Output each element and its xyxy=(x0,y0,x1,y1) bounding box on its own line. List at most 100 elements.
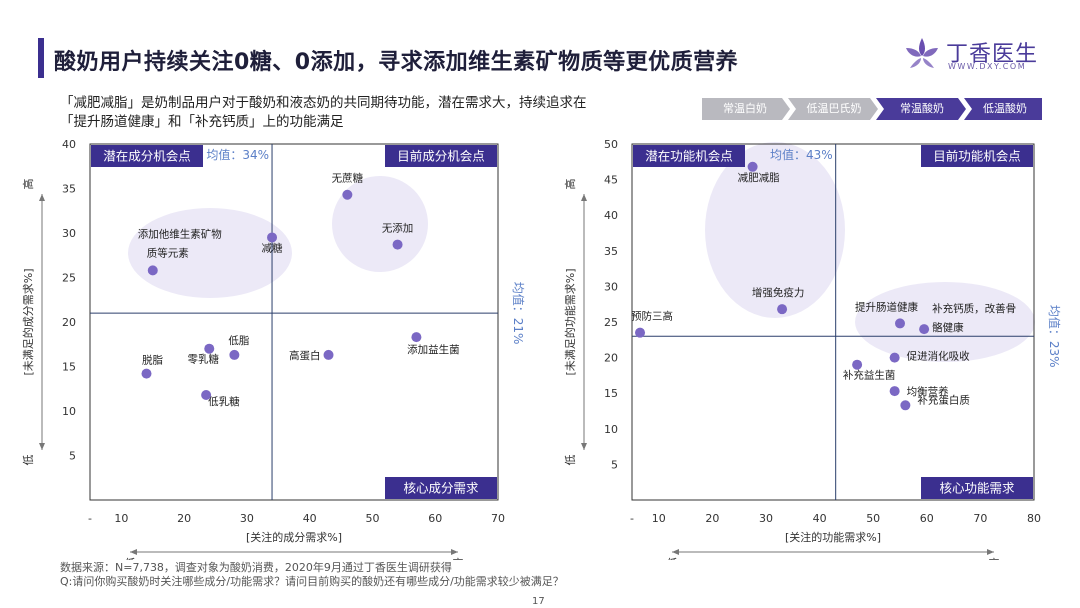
x-axis-low-label: 低 xyxy=(125,557,136,560)
subtitle-line-1: 「减肥减脂」是奶制品用户对于酸奶和液态奶的共同期待功能，潜在需求大，持续追求在 xyxy=(60,95,587,111)
x-tick-label: 50 xyxy=(365,512,379,525)
quadrant-top-left-label: 潜在成分机会点 xyxy=(103,149,191,164)
mean-x-label: 均值：43% xyxy=(770,147,833,162)
step-shape-3 xyxy=(876,98,966,120)
data-point-label: 低脂 xyxy=(228,334,249,347)
y-axis-label: [未满足的功能需求%] xyxy=(563,268,577,375)
data-point xyxy=(147,265,158,276)
highlight-ellipse-1 xyxy=(705,142,845,318)
y-tick-label: 10 xyxy=(604,423,618,436)
data-point xyxy=(229,349,240,360)
data-point-label: 预防三高 xyxy=(631,310,673,323)
y-tick-label: 40 xyxy=(62,138,76,151)
data-point-label: 无添加 xyxy=(382,222,414,235)
y-axis-arrow-down-icon xyxy=(581,443,587,450)
data-point xyxy=(411,332,422,343)
quadrant-top-left-label-box xyxy=(91,145,203,167)
x-axis-label: [关注的功能需求%] xyxy=(785,530,881,544)
x-tick-label: 30 xyxy=(240,512,254,525)
y-tick-label: 15 xyxy=(604,387,618,400)
footnote: 数据来源：N=7,738，调查对象为酸奶消费，2020年9月通过丁香医生调研获得… xyxy=(60,561,564,589)
y-axis-arrow-up-icon xyxy=(39,194,45,201)
x-tick-label: 10 xyxy=(652,512,666,525)
data-point-label: 促进消化吸收 xyxy=(907,350,970,363)
y-axis-low-label: 低 xyxy=(564,455,577,466)
survey-question: Q:请问你购买酸奶时关注哪些成分/功能需求？请问目前购买的酸奶还有哪些成分/功能… xyxy=(60,575,564,588)
y-tick-label: 35 xyxy=(62,183,76,196)
x-axis-high-label: 高 xyxy=(453,556,464,560)
data-point xyxy=(900,400,911,411)
y-tick-label: 40 xyxy=(604,209,618,222)
y-axis-low-label: 低 xyxy=(22,455,35,466)
quadrant-top-right-label: 目前成分机会点 xyxy=(397,149,485,164)
subtitle-line-2: 「提升肠道健康」和「补充钙质」上的功能满足 xyxy=(60,114,344,130)
x-axis-high-label: 高 xyxy=(989,556,1000,560)
quadrant-top-right-label: 目前功能机会点 xyxy=(933,149,1021,164)
x-tick-label: 20 xyxy=(177,512,191,525)
data-point xyxy=(392,239,403,250)
quadrant-bottom-right-label: 核心功能需求 xyxy=(939,481,1015,496)
x-tick-label: 20 xyxy=(705,512,719,525)
highlight-ellipse-1 xyxy=(128,208,292,298)
y-tick-label: 15 xyxy=(62,361,76,374)
brand-logo: 丁香医生 WWW.DXY.COM xyxy=(902,34,1052,74)
y-tick-label: 25 xyxy=(604,316,618,329)
x-tick-label: 80 xyxy=(1027,512,1041,525)
data-point xyxy=(635,327,646,338)
plot-frame xyxy=(631,143,1035,501)
x-axis-arrow-right-icon xyxy=(987,549,994,555)
y-axis-high-label: 高 xyxy=(21,179,35,190)
mean-y-label: 均值：21% xyxy=(511,282,526,345)
y-tick-label: 50 xyxy=(604,138,618,151)
x-axis-arrow-right-icon xyxy=(451,549,458,555)
quadrant-top-left-label: 潜在功能机会点 xyxy=(645,149,733,164)
data-point xyxy=(747,161,758,172)
quadrant-top-left-label-box xyxy=(633,145,745,167)
data-point-label: 添加益生菌 xyxy=(407,343,460,356)
data-point-label: 补充益生菌 xyxy=(843,369,896,382)
y-axis-arrow-up-icon xyxy=(581,194,587,201)
x-axis-arrow-left-icon xyxy=(672,549,679,555)
subtitle: 「减肥减脂」是奶制品用户对于酸奶和液态奶的共同期待功能，潜在需求大，持续追求在 … xyxy=(60,94,700,132)
y-tick-label: 20 xyxy=(604,352,618,365)
data-point-label: 增强免疫力 xyxy=(752,286,805,299)
data-point xyxy=(141,368,152,379)
data-point-label: 提升肠道健康 xyxy=(855,300,918,313)
data-point xyxy=(323,349,334,360)
data-point xyxy=(889,386,900,397)
x-tick-label: 40 xyxy=(303,512,317,525)
data-point-label: 减糖 xyxy=(262,241,283,254)
data-point-label: 零乳糖 xyxy=(188,353,220,366)
data-point xyxy=(889,352,900,363)
data-point xyxy=(895,318,905,329)
y-axis-label: [未满足的成分需求%] xyxy=(21,268,35,375)
data-point-label: 高蛋白 xyxy=(289,349,321,362)
page-number: 17 xyxy=(532,596,545,607)
y-tick-label: 10 xyxy=(62,405,76,418)
x-tick-label: 60 xyxy=(920,512,934,525)
data-point-label: 均衡营养 xyxy=(907,385,949,398)
data-point xyxy=(919,324,930,335)
logo-url: WWW.DXY.COM xyxy=(948,62,1027,71)
x-tick-label: - xyxy=(630,512,634,525)
x-tick-label: 70 xyxy=(973,512,987,525)
x-axis-label: [关注的成分需求%] xyxy=(246,530,342,544)
x-tick-label: - xyxy=(88,512,92,525)
data-point-label: 质等元素 xyxy=(147,246,189,259)
quadrant-bottom-right-label-box xyxy=(385,477,497,499)
step-shape-1 xyxy=(702,98,790,120)
data-source: 数据来源：N=7,738，调查对象为酸奶消费，2020年9月通过丁香医生调研获得 xyxy=(60,561,452,574)
step-label-3: 常温酸奶 xyxy=(900,102,944,115)
x-axis-arrow-left-icon xyxy=(130,549,137,555)
y-tick-label: 30 xyxy=(62,227,76,240)
x-axis-low-label: 低 xyxy=(667,557,678,560)
data-point xyxy=(204,343,215,354)
x-tick-label: 30 xyxy=(759,512,773,525)
data-point-label: 添加他维生素矿物 xyxy=(138,227,222,240)
data-point xyxy=(267,232,278,243)
steps-svg xyxy=(702,98,1042,120)
quadrant-bottom-right-label: 核心成分需求 xyxy=(403,481,479,496)
quadrant-bottom-right-label-box xyxy=(921,477,1033,499)
data-point-label: 无蔗糖 xyxy=(332,172,364,185)
